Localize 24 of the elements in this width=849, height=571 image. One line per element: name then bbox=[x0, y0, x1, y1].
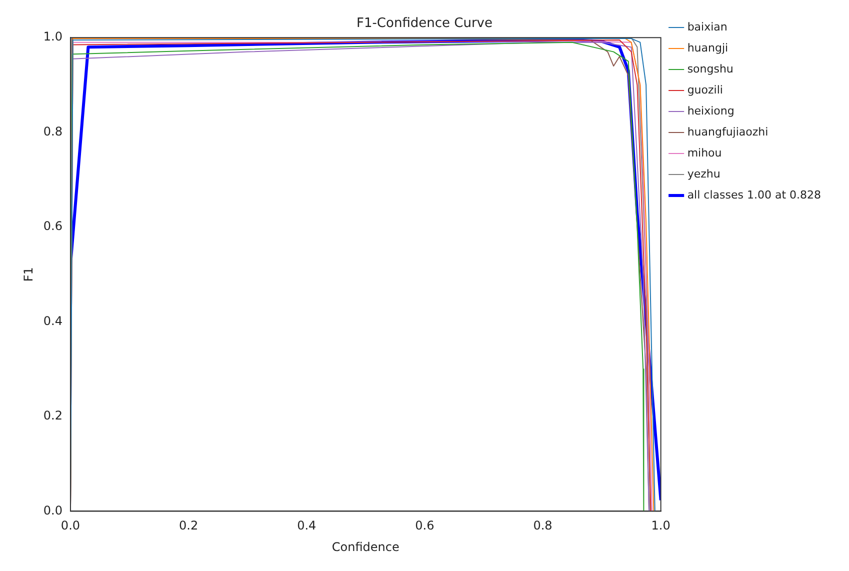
x-tick-label: 0.8 bbox=[533, 518, 552, 533]
legend-label: huangji bbox=[687, 41, 728, 54]
x-tick-label: 0.6 bbox=[415, 518, 434, 533]
x-tick-label: 0.2 bbox=[179, 518, 198, 533]
legend-label: guozili bbox=[687, 83, 723, 96]
y-tick-label: 0.0 bbox=[43, 503, 62, 518]
x-tick-label: 0.4 bbox=[297, 518, 316, 533]
legend-label: yezhu bbox=[687, 167, 720, 180]
legend-label: heixiong bbox=[687, 104, 734, 118]
x-axis-title: Confidence bbox=[332, 540, 400, 554]
y-tick-label: 0.8 bbox=[43, 124, 62, 138]
legend-label: all classes 1.00 at 0.828 bbox=[687, 188, 822, 202]
legend-label: mihou bbox=[687, 146, 722, 160]
chart-title: F1-Confidence Curve bbox=[356, 16, 493, 32]
y-tick-label: 0.6 bbox=[43, 219, 62, 234]
y-tick-label: 1.0 bbox=[43, 30, 62, 44]
y-tick-label: 0.4 bbox=[43, 314, 62, 328]
legend-label: songshu bbox=[687, 62, 734, 76]
legend-label: huangfujiaozhi bbox=[687, 125, 768, 138]
y-tick-label: 0.2 bbox=[43, 408, 62, 423]
x-tick-label: 0.0 bbox=[60, 518, 80, 533]
x-tick-label: 1.0 bbox=[651, 518, 670, 533]
y-axis-title: F1 bbox=[21, 267, 36, 282]
legend-label: baixian bbox=[687, 20, 728, 34]
